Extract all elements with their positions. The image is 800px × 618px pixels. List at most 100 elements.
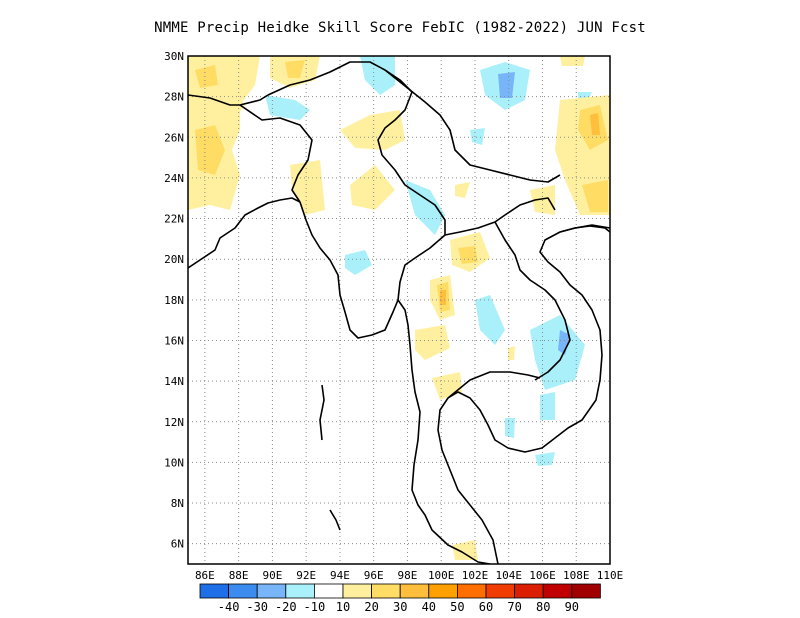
colorbar-label: 50 [450, 600, 464, 614]
negative-region-se4 [505, 418, 515, 438]
positive-region-ne [340, 110, 405, 150]
negative-region-ce [405, 180, 445, 235]
thai-laos-border [444, 197, 556, 236]
positive-region-thai2 [415, 325, 450, 360]
colorbar-swatch [285, 583, 315, 599]
y-tick-label: 28N [164, 91, 184, 104]
positive-region-south [452, 540, 478, 560]
colorbar-swatch [542, 583, 573, 599]
y-tick-label: 24N [164, 172, 184, 185]
colorbar-label: 90 [565, 600, 579, 614]
x-tick-label: 90E [262, 569, 282, 582]
y-tick-label: 6N [171, 538, 184, 551]
negative-core-ne [498, 72, 515, 98]
china-border [384, 69, 561, 183]
x-tick-label: 108E [563, 569, 590, 582]
sumatra-north [329, 509, 341, 531]
positive-region-c2 [350, 165, 395, 210]
x-tick-label: 96E [364, 569, 384, 582]
negative-region-se5 [535, 452, 555, 466]
negative-core-se2 [558, 330, 570, 355]
india-bangla-border [239, 104, 313, 203]
positive-core-north [285, 60, 305, 78]
colorbar-label: -20 [275, 600, 297, 614]
positive-region-c3 [455, 182, 470, 198]
skill-shading [188, 56, 610, 560]
negative-region-se1 [475, 295, 505, 345]
colorbar-label: 30 [393, 600, 407, 614]
x-tick-label: 104E [495, 569, 522, 582]
negative-region-se2 [530, 315, 585, 390]
positive-core-east2 [582, 180, 608, 212]
y-tick-label: 12N [164, 416, 184, 429]
colorbar-label: 60 [479, 600, 493, 614]
y-tick-label: 22N [164, 213, 184, 226]
x-tick-label: 100E [428, 569, 455, 582]
positive-core-east3 [590, 113, 600, 135]
colorbar-swatch [428, 583, 458, 599]
colorbar-label: 70 [507, 600, 521, 614]
y-tick-label: 26N [164, 131, 184, 144]
colorbar-label: -30 [246, 600, 268, 614]
colorbar-swatch [199, 583, 230, 599]
negative-region-north2 [265, 95, 310, 120]
positive-core-nw [195, 65, 218, 88]
x-tick-label: 92E [296, 569, 316, 582]
nepal-border [188, 94, 269, 106]
colorbar-swatch [571, 583, 601, 599]
y-tick-label: 18N [164, 294, 184, 307]
andaman-islands [319, 384, 325, 441]
x-tick-label: 102E [462, 569, 489, 582]
hainan [559, 225, 610, 233]
y-tick-label: 20N [164, 253, 184, 266]
colorbar-swatch [485, 583, 516, 599]
negative-region-ne2 [470, 128, 485, 145]
colorbar-swatch [456, 583, 487, 599]
positive-region-c1 [290, 160, 325, 215]
positive-core-thai2 [440, 290, 446, 305]
india-coast [188, 197, 301, 269]
colorbar-swatch [371, 583, 401, 599]
y-tick-label: 10N [164, 456, 184, 469]
colorbar-label: 10 [336, 600, 350, 614]
x-tick-label: 88E [229, 569, 249, 582]
positive-region-ne4 [560, 56, 585, 66]
colorbar [199, 583, 601, 599]
colorbar-swatch [313, 583, 344, 599]
colorbar-label: -40 [218, 600, 240, 614]
colorbar-labels: -40 -30 -20 -10 10 20 30 40 50 60 70 80 90 [218, 600, 579, 614]
gulf-coast [437, 224, 610, 564]
colorbar-label: 80 [536, 600, 550, 614]
coastline-and-borders [188, 61, 610, 564]
laos-vietnam-border [494, 221, 571, 381]
x-tick-label: 98E [398, 569, 418, 582]
colorbar-swatch [399, 583, 430, 599]
positive-region-nw2 [188, 90, 245, 125]
negative-region-c4 [345, 250, 372, 275]
x-tick-label: 110E [597, 569, 624, 582]
myanmar-coast [299, 201, 491, 564]
chart-title: NMME Precip Heidke Skill Score FebIC (19… [154, 20, 646, 36]
x-axis-ticks: 86E 88E 90E 92E 94E 96E 98E 100E 102E 104E 106E 108… [195, 569, 623, 582]
y-axis-ticks: 6N 8N 10N 12N 14N 16N 18N 20N 22N 24N 26N 28N 30N [164, 50, 184, 551]
y-tick-label: 8N [171, 497, 184, 510]
negative-region-north [360, 56, 395, 95]
y-tick-label: 16N [164, 334, 184, 347]
y-tick-label: 30N [164, 50, 184, 63]
myanmar-border [267, 61, 446, 301]
positive-region-east3 [508, 346, 515, 360]
x-tick-label: 86E [195, 569, 215, 582]
x-tick-label: 106E [529, 569, 556, 582]
plot-frame [187, 55, 611, 565]
colorbar-label: -10 [304, 600, 326, 614]
colorbar-swatch [228, 583, 258, 599]
x-tick-label: 94E [330, 569, 350, 582]
positive-region-gulf [432, 372, 462, 400]
colorbar-label: 20 [364, 600, 378, 614]
negative-region-se3 [540, 392, 555, 420]
colorbar-swatch [256, 583, 287, 599]
thai-cambodia-border [447, 371, 541, 399]
y-tick-label: 14N [164, 375, 184, 388]
grid-lines [188, 56, 610, 564]
